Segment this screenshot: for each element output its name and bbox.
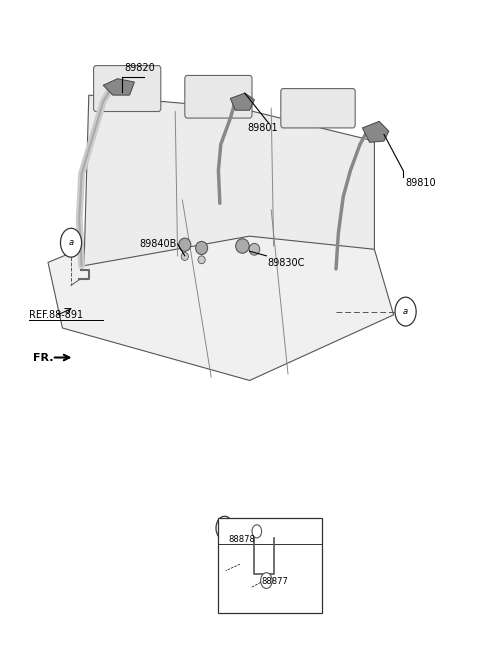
Text: 89830C: 89830C [268,258,305,268]
Circle shape [60,228,82,257]
Text: a: a [222,523,227,533]
Text: 89840B: 89840B [139,239,177,249]
Polygon shape [48,197,394,380]
Text: REF.88-891: REF.88-891 [29,310,83,320]
FancyBboxPatch shape [185,75,252,118]
Text: 88878: 88878 [228,535,255,544]
Circle shape [261,573,272,588]
Text: 89810: 89810 [406,178,436,188]
Bar [218,518,322,613]
Circle shape [252,525,262,538]
Ellipse shape [181,253,188,260]
Ellipse shape [179,238,191,251]
Polygon shape [103,79,134,95]
Text: FR.: FR. [33,352,53,363]
Ellipse shape [249,243,260,255]
Text: 89801: 89801 [247,123,278,133]
Polygon shape [362,121,389,142]
Text: 88877: 88877 [262,577,288,586]
Text: a: a [69,238,73,247]
Text: a: a [403,307,408,316]
Ellipse shape [198,256,205,264]
FancyBboxPatch shape [94,66,161,112]
Circle shape [216,516,233,540]
Polygon shape [84,95,374,266]
Text: 89820: 89820 [125,64,156,73]
Ellipse shape [196,241,208,255]
Polygon shape [230,93,254,110]
Ellipse shape [236,239,249,253]
FancyBboxPatch shape [281,89,355,128]
Circle shape [395,297,416,326]
